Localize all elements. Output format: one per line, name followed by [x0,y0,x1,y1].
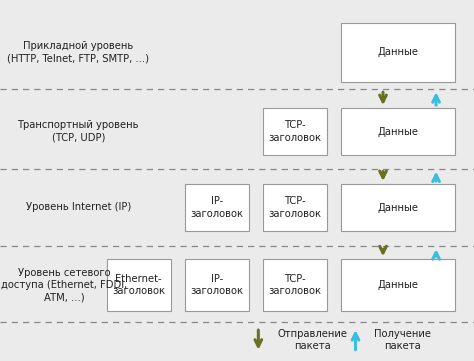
Text: Данные: Данные [378,280,419,290]
Bar [341,184,455,231]
Text: Данные: Данные [378,47,419,57]
Text: Получение
пакета: Получение пакета [374,329,431,351]
Bar [341,108,455,155]
Bar [107,259,171,311]
Text: Транспортный уровень
(TCP, UDP): Транспортный уровень (TCP, UDP) [18,120,139,143]
Text: Данные: Данные [378,127,419,136]
Bar [185,259,249,311]
Text: Прикладной уровень
(HTTP, Telnet, FTP, SMTP, ...): Прикладной уровень (HTTP, Telnet, FTP, S… [7,41,149,64]
Text: Отправление
пакета: Отправление пакета [277,329,347,351]
Text: TCP-
заголовок: TCP- заголовок [269,120,321,143]
Text: TCP-
заголовок: TCP- заголовок [269,274,321,296]
Bar [263,259,327,311]
Text: TCP-
заголовок: TCP- заголовок [269,196,321,219]
Bar [341,23,455,82]
Text: Уровень сетевого
доступа (Ethernet, FDDI,
ATM, ...): Уровень сетевого доступа (Ethernet, FDDI… [1,268,127,303]
Bar [185,184,249,231]
Bar [341,259,455,311]
Text: Данные: Данные [378,203,419,213]
Bar [263,184,327,231]
Text: IP-
заголовок: IP- заголовок [191,196,243,219]
Bar [263,108,327,155]
Text: Уровень Internet (IP): Уровень Internet (IP) [26,203,131,213]
Text: IP-
заголовок: IP- заголовок [191,274,243,296]
Text: Ethernet-
заголовок: Ethernet- заголовок [112,274,165,296]
